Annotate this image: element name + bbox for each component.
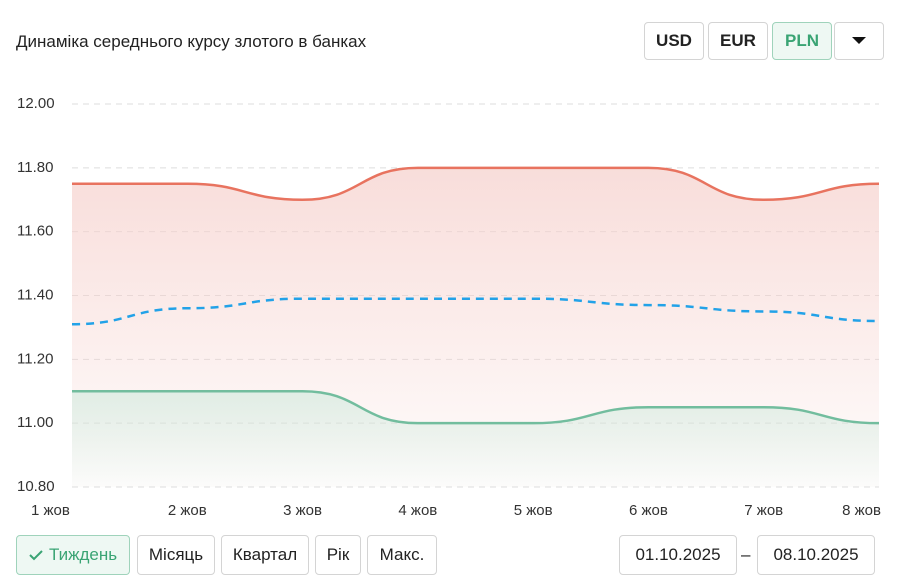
date-separator: – — [741, 545, 751, 564]
period-label: Рік — [326, 545, 350, 564]
y-tick-label: 11.60 — [17, 223, 53, 240]
period-label: Тиждень — [48, 545, 118, 564]
y-tick-label: 12.00 — [17, 95, 55, 112]
area — [72, 391, 879, 487]
x-tick-label: 8 жов — [842, 502, 881, 519]
y-tick-label: 11.40 — [17, 286, 53, 303]
period-label: Квартал — [232, 545, 298, 564]
y-tick-label: 11.20 — [17, 350, 53, 367]
line — [71, 297, 880, 326]
line — [72, 166, 880, 202]
y-tick-label: 11.00 — [17, 414, 53, 431]
x-tick-label: 2 жов — [168, 502, 207, 519]
period-button[interactable]: Квартал — [221, 535, 309, 575]
date-from[interactable]: 01.10.2025 — [619, 535, 737, 575]
caret — [852, 37, 866, 44]
x-tick-label: 3 жов — [283, 502, 322, 519]
currency-button[interactable]: EUR — [708, 22, 768, 60]
x-tick-label: 7 жов — [744, 502, 783, 519]
dropdown[interactable] — [834, 22, 884, 60]
chart: 10.80 11.00 11.20 11.40 11.60 11.80 12.00 1 жов… — [17, 95, 881, 519]
check-icon — [29, 550, 43, 561]
date-to[interactable]: 08.10.2025 — [757, 535, 875, 575]
period-button[interactable]: Макс. — [367, 535, 437, 575]
period-button[interactable]: Місяць — [137, 535, 215, 575]
x-tick-label: 4 жов — [398, 502, 437, 519]
period-button[interactable]: Тиждень — [16, 535, 130, 575]
x-tick-label: 6 жов — [629, 502, 668, 519]
period-label: Макс. — [379, 545, 425, 564]
line — [72, 389, 880, 425]
x-tick-label: 1 жов — [31, 502, 70, 519]
y-tick-label: 10.80 — [17, 478, 55, 495]
currency-button[interactable]: PLN — [772, 22, 832, 60]
x-tick-label: 5 жов — [514, 502, 553, 519]
currency-button[interactable]: USD — [644, 22, 704, 60]
title: Динаміка середнього курсу злотого в банк… — [16, 32, 367, 51]
period-button[interactable]: Рік — [315, 535, 361, 575]
y-tick-label: 11.80 — [17, 159, 53, 176]
period-label: Місяць — [148, 545, 204, 564]
